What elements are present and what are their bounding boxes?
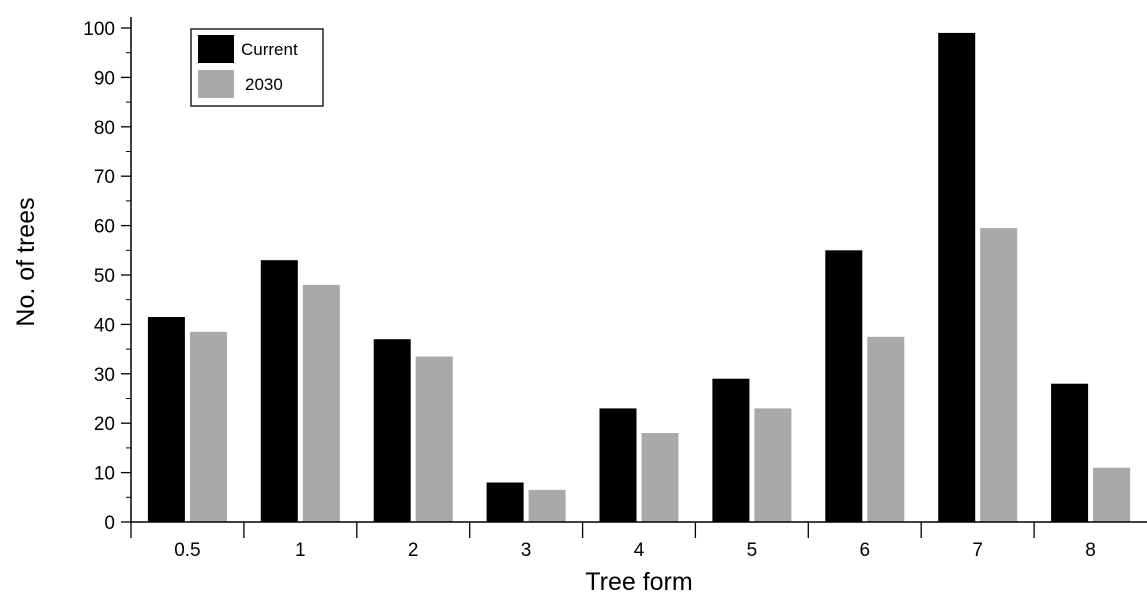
bar-2030-4 xyxy=(641,433,679,522)
y-tick-label-40: 40 xyxy=(94,315,115,336)
legend-swatch-2030 xyxy=(198,70,234,98)
y-tick-label-20: 20 xyxy=(94,414,115,435)
y-tick-label-90: 90 xyxy=(94,68,115,89)
bar-current-6 xyxy=(825,250,863,523)
bar-current-1 xyxy=(260,260,298,522)
axes-group xyxy=(130,17,1147,523)
bar-current-8 xyxy=(1051,383,1089,522)
bar-2030-7 xyxy=(980,228,1018,522)
y-tick-label-30: 30 xyxy=(94,365,115,386)
bar-current-5 xyxy=(712,378,750,522)
y-tick-label-80: 80 xyxy=(94,118,115,139)
x-tick-label-7: 7 xyxy=(972,540,983,561)
bar-current-2 xyxy=(373,339,411,522)
y-tick-label-70: 70 xyxy=(94,167,115,188)
y-axis-title: No. of trees xyxy=(12,197,40,326)
y-ticks-group: 0 10 20 30 40 50 60 70 80 90 100 xyxy=(83,19,131,534)
x-tick-label-4: 4 xyxy=(634,540,645,561)
y-tick-label-0: 0 xyxy=(104,513,115,534)
bar-2030-8 xyxy=(1093,467,1131,522)
y-tick-label-60: 60 xyxy=(94,217,115,238)
legend-label-current: Current xyxy=(241,40,298,59)
x-tick-label-2: 2 xyxy=(408,540,419,561)
x-tick-label-3: 3 xyxy=(521,540,532,561)
x-tick-label-8: 8 xyxy=(1085,540,1096,561)
bar-2030-1 xyxy=(302,284,340,522)
bar-current-0.5 xyxy=(147,317,185,522)
x-tick-label-1: 1 xyxy=(295,540,306,561)
x-tick-label-5: 5 xyxy=(747,540,758,561)
bar-current-7 xyxy=(938,32,976,523)
x-tick-label-0.5: 0.5 xyxy=(174,540,200,561)
y-tick-label-50: 50 xyxy=(94,266,115,287)
bar-current-4 xyxy=(599,408,637,522)
legend-label-2030: 2030 xyxy=(245,75,283,94)
bar-2030-6 xyxy=(867,336,905,523)
legend-swatch-current xyxy=(198,35,234,63)
legend: Current 2030 xyxy=(190,28,324,107)
bar-2030-0.5 xyxy=(189,331,227,522)
x-tick-label-6: 6 xyxy=(860,540,871,561)
y-tick-label-100: 100 xyxy=(83,19,115,40)
bar-2030-3 xyxy=(528,489,566,522)
bar-2030-5 xyxy=(754,408,792,522)
x-axis-title: Tree form xyxy=(585,568,692,595)
y-tick-label-10: 10 xyxy=(94,464,115,485)
x-ticks-group: 0.5 1 2 3 4 5 6 7 8 xyxy=(130,522,1096,561)
bars-group xyxy=(147,32,1131,523)
bar-current-3 xyxy=(486,482,524,522)
bar-2030-2 xyxy=(415,356,453,522)
